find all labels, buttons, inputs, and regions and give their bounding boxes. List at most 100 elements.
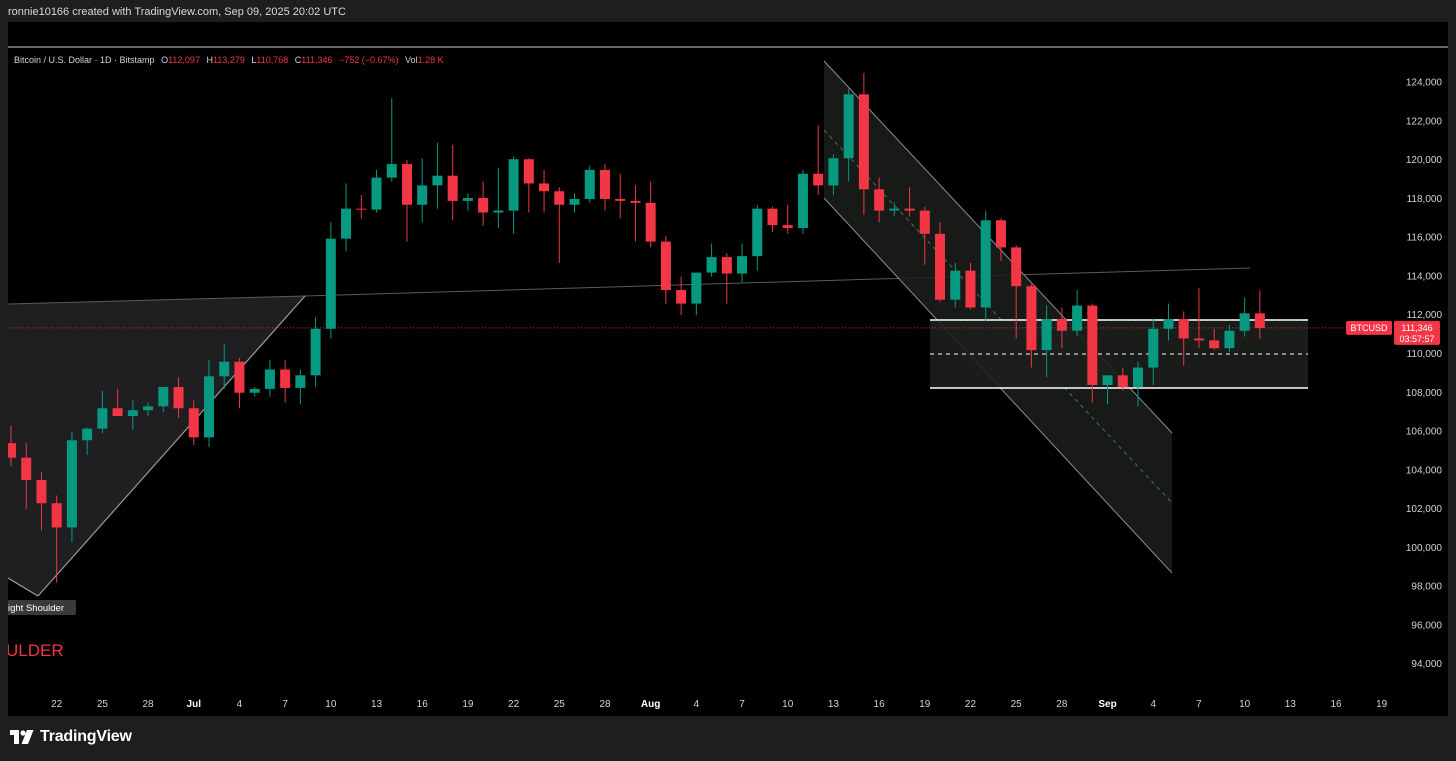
candle-aug-3[interactable] [691, 272, 702, 304]
volume-value: 1.28 K [417, 55, 444, 65]
candle-jul-2[interactable] [203, 376, 214, 438]
candle-aug-18[interactable] [919, 210, 930, 234]
candle-jun-21[interactable] [36, 479, 47, 504]
candle-jul-13[interactable] [371, 177, 382, 210]
candle-aug-6[interactable] [737, 256, 748, 274]
candle-aug-27[interactable] [1056, 319, 1067, 331]
candle-jun-29[interactable] [158, 386, 169, 407]
high-value: 113,279 [212, 55, 245, 65]
time-axis[interactable]: 22 25 28 Jul 4 7 10 13 16 19 22 25 28 Aug 4 7 10 13 16 19 22… [51, 699, 1388, 710]
candle-jul-31[interactable] [645, 202, 656, 242]
candle-jul-8[interactable] [295, 375, 306, 388]
price-axis[interactable]: 124,000 122,000 120,000 118,000 116,000 114,0… [1406, 78, 1443, 670]
candle-jun-19[interactable] [8, 443, 16, 458]
candle-jul-3[interactable] [219, 361, 230, 377]
candle-jul-22[interactable] [508, 159, 519, 211]
candle-sep-7[interactable] [1224, 330, 1235, 349]
candle-aug-22[interactable] [980, 220, 991, 308]
candle-aug-14[interactable] [858, 94, 869, 190]
candle-aug-13[interactable] [843, 94, 854, 159]
candle-jul-15[interactable] [401, 164, 412, 205]
candle-jul-17[interactable] [432, 175, 443, 186]
candle-jul-20[interactable] [478, 197, 489, 213]
candle-jul-29[interactable] [615, 198, 626, 201]
candle-jul-28[interactable] [599, 169, 610, 199]
candle-aug-23[interactable] [995, 220, 1006, 248]
candle-aug-25[interactable] [1026, 286, 1037, 351]
candle-aug-1[interactable] [660, 241, 671, 291]
candle-jul-14[interactable] [386, 164, 397, 178]
candle-jun-22[interactable] [51, 503, 62, 528]
candle-aug-9[interactable] [782, 225, 793, 229]
candle-aug-30[interactable] [1102, 375, 1113, 386]
candle-sep-1[interactable] [1133, 367, 1144, 387]
candle-sep-8[interactable] [1239, 313, 1250, 331]
candle-aug-26[interactable] [1041, 319, 1052, 351]
candle-jul-6[interactable] [264, 369, 275, 389]
candle-jul-25[interactable] [554, 191, 565, 205]
candle-jul-18[interactable] [447, 175, 458, 201]
candle-aug-11[interactable] [813, 173, 824, 186]
candle-aug-28[interactable] [1072, 305, 1083, 331]
candle-jun-20[interactable] [21, 457, 32, 480]
candle-jul-4[interactable] [234, 361, 245, 393]
candle-aug-29[interactable] [1087, 305, 1098, 386]
candle-jul-16[interactable] [417, 185, 428, 205]
x-tick-label: 25 [554, 699, 566, 710]
candle-jul-27[interactable] [584, 169, 595, 199]
candle-sep-9[interactable] [1254, 313, 1265, 328]
candle-aug-15[interactable] [874, 189, 885, 211]
candle-aug-17[interactable] [904, 208, 915, 211]
candle-aug-21[interactable] [965, 270, 976, 308]
candle-jul-11[interactable] [341, 208, 352, 239]
y-tick-label: 96,000 [1411, 620, 1442, 631]
candle-jun-23[interactable] [66, 440, 77, 528]
candlestick-chart[interactable]: 124,000 122,000 120,000 118,000 116,000 114,0… [8, 22, 1448, 716]
candle-jun-26[interactable] [112, 408, 123, 417]
candle-aug-16[interactable] [889, 208, 900, 211]
candle-jul-30[interactable] [630, 200, 641, 203]
x-tick-label: Aug [641, 699, 660, 710]
price-tag: BTCUSD 111,346 03:57:57 [1346, 320, 1440, 345]
candle-jun-25[interactable] [97, 408, 108, 429]
candle-jun-27[interactable] [127, 410, 138, 417]
candle-jul-10[interactable] [325, 238, 336, 329]
candle-jul-26[interactable] [569, 198, 580, 205]
candle-jun-30[interactable] [173, 386, 184, 409]
candle-jul-12[interactable] [356, 208, 367, 210]
candle-jun-28[interactable] [143, 406, 154, 411]
candle-jul-21[interactable] [493, 210, 504, 213]
candle-aug-20[interactable] [950, 270, 961, 300]
candle-jul-23[interactable] [523, 159, 534, 184]
candle-jul-19[interactable] [462, 197, 473, 201]
x-tick-label: 10 [782, 699, 794, 710]
y-tick-label: 98,000 [1411, 582, 1442, 593]
candle-jul-5[interactable] [249, 388, 260, 393]
candle-aug-2[interactable] [676, 290, 687, 304]
chart-area[interactable]: 124,000 122,000 120,000 118,000 116,000 114,0… [8, 22, 1448, 716]
candle-aug-10[interactable] [797, 173, 808, 229]
candle-aug-7[interactable] [752, 208, 763, 257]
candle-aug-4[interactable] [706, 257, 717, 273]
candle-aug-12[interactable] [828, 158, 839, 186]
candle-jun-24[interactable] [82, 428, 93, 441]
footer-brand[interactable]: TradingView [10, 728, 132, 746]
chart-caption: ronnie10166 created with TradingView.com… [8, 6, 346, 18]
candle-aug-8[interactable] [767, 208, 778, 226]
candle-aug-24[interactable] [1011, 247, 1022, 287]
candle-jul-7[interactable] [280, 369, 291, 388]
candle-sep-5[interactable] [1193, 338, 1204, 341]
candle-aug-19[interactable] [935, 233, 946, 300]
candle-jul-24[interactable] [539, 183, 550, 192]
candle-jul-9[interactable] [310, 328, 321, 376]
symbol-name[interactable]: Bitcoin / U.S. Dollar · 1D · Bitstamp [14, 55, 155, 65]
candle-jul-1[interactable] [188, 408, 199, 438]
candle-sep-2[interactable] [1148, 328, 1159, 368]
x-tick-label: 25 [97, 699, 109, 710]
candle-sep-3[interactable] [1163, 319, 1174, 329]
candle-aug-5[interactable] [721, 257, 732, 274]
x-tick-label: 13 [371, 699, 383, 710]
candle-sep-4[interactable] [1178, 319, 1189, 339]
candle-sep-6[interactable] [1209, 340, 1220, 349]
candle-aug-31[interactable] [1117, 375, 1128, 387]
